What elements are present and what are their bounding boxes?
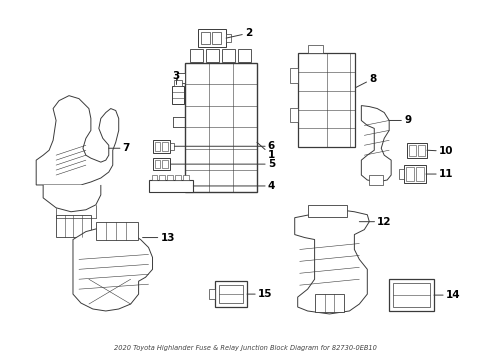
Bar [201,32,210,44]
Bar [174,80,182,86]
Bar [215,281,247,307]
Text: 3: 3 [173,71,180,81]
Polygon shape [294,210,369,314]
Bar [393,283,430,307]
Bar [175,175,181,180]
Text: 1: 1 [257,142,275,160]
Text: 12: 12 [359,217,392,227]
Bar [209,289,215,299]
Bar [315,294,344,312]
Bar [219,285,243,303]
Bar [416,167,424,181]
Bar [190,49,203,62]
Bar [389,279,434,311]
Bar [163,142,169,151]
Bar [298,53,355,147]
Text: 9: 9 [389,116,411,126]
Text: 13: 13 [143,233,175,243]
Bar [168,175,173,180]
Bar [308,205,347,217]
Text: 2020 Toyota Highlander Fuse & Relay Junction Block Diagram for 82730-0EB10: 2020 Toyota Highlander Fuse & Relay Junc… [114,345,376,351]
Text: 5: 5 [171,159,275,169]
Bar [226,34,231,42]
Bar [399,169,404,179]
Bar [154,142,161,151]
Text: 10: 10 [427,146,453,156]
Bar [290,108,298,122]
Text: 2: 2 [226,28,252,38]
Text: 15: 15 [247,289,272,299]
Polygon shape [177,73,185,83]
Bar [404,165,426,183]
Text: 6: 6 [174,141,275,151]
Bar [369,175,383,185]
Bar [308,45,322,53]
Bar [172,86,184,104]
Text: 4: 4 [193,181,275,191]
Bar [163,160,169,168]
Bar [56,215,91,237]
Text: 8: 8 [355,74,376,88]
Bar [152,158,171,170]
Bar [212,32,221,44]
Polygon shape [73,228,152,311]
Bar [148,180,193,192]
Bar [206,49,219,62]
Bar [185,63,257,192]
Bar [409,145,416,156]
Text: 11: 11 [426,169,453,179]
Polygon shape [361,105,391,182]
Bar [238,49,251,62]
Polygon shape [36,96,119,185]
Bar [290,68,298,83]
Bar [152,140,171,153]
Text: 14: 14 [434,290,461,300]
Text: 7: 7 [109,143,130,153]
Bar [418,145,425,156]
Bar [154,160,161,168]
Bar [198,29,226,47]
Bar [151,175,157,180]
Bar [407,143,427,158]
Bar [159,175,166,180]
Bar [96,222,138,239]
Bar [183,175,189,180]
Bar [171,143,174,150]
Bar [222,49,235,62]
Polygon shape [43,185,101,212]
Bar [406,167,414,181]
